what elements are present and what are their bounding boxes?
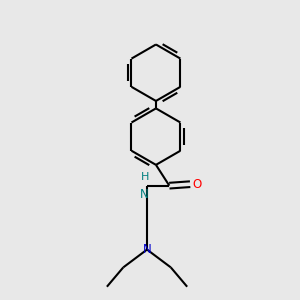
Text: N: N xyxy=(140,188,149,201)
Text: H: H xyxy=(140,172,149,182)
Text: N: N xyxy=(143,243,152,256)
Text: O: O xyxy=(193,178,202,191)
